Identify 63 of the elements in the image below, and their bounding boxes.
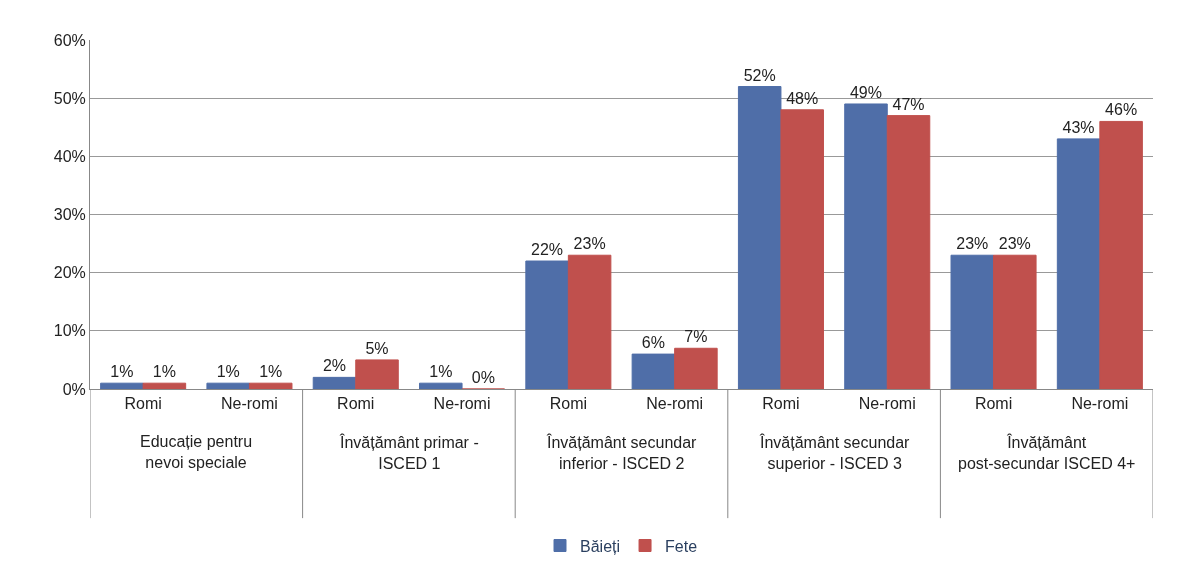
legend-label: Fete (665, 537, 698, 555)
x-tick-label: Romi (974, 395, 1013, 413)
text: Învățământ secundar inferior - ISCED 2 (546, 433, 698, 472)
data-label: 1% (259, 363, 283, 381)
bar (631, 353, 676, 389)
bar (886, 115, 931, 389)
data-label: 1% (216, 363, 240, 381)
data-label: 5% (365, 339, 389, 357)
y-tick-label: 50% (53, 89, 86, 107)
bar (780, 109, 824, 389)
y-tick-label: 60% (53, 31, 86, 49)
bar (1056, 138, 1101, 389)
x-tick-label: Ne-romi (1071, 395, 1129, 413)
data-label: 1% (429, 363, 453, 381)
y-tick-label: 40% (53, 147, 86, 165)
legend-label: Băieți (580, 537, 621, 555)
bar (844, 103, 888, 389)
text: Învățământ primar - ISCED 1 (339, 433, 479, 472)
bar (248, 382, 293, 389)
data-label: 6% (641, 334, 665, 352)
bar (312, 376, 357, 389)
data-label: 2% (322, 357, 347, 375)
x-tick-label: Romi (762, 395, 800, 413)
bar (737, 86, 782, 389)
x-tick-label: Ne-romi (646, 395, 704, 413)
bar (142, 382, 187, 389)
text: Învățământ post-secundar ISCED 4+ (958, 433, 1136, 472)
bar (993, 254, 1037, 389)
data-label: 43% (1062, 118, 1095, 136)
data-label: 49% (849, 83, 883, 101)
x-tick-label: Ne-romi (858, 395, 916, 413)
data-label: 48% (786, 89, 819, 107)
data-label: 7% (684, 328, 708, 346)
data-label: 1% (152, 363, 176, 381)
y-tick-label: 20% (53, 264, 86, 282)
bar (206, 382, 250, 389)
x-tick-label: Ne-romi (433, 395, 491, 413)
bar (419, 382, 463, 389)
y-tick-label: 30% (53, 206, 86, 224)
data-label: 22% (531, 241, 564, 259)
text: Educație pentru nevoi speciale (140, 433, 253, 471)
y-tick-label: 0% (62, 380, 86, 398)
bar (1099, 120, 1143, 389)
data-label: 23% (956, 235, 989, 253)
x-tick-label: Romi (549, 395, 588, 413)
data-label: 23% (573, 235, 606, 253)
bar (567, 254, 612, 389)
x-tick-label: Romi (337, 395, 375, 413)
bar (950, 254, 995, 389)
data-label: 46% (1105, 101, 1138, 119)
data-label: 47% (892, 95, 925, 113)
data-label: 1% (110, 363, 134, 381)
text: Învățământ secundar superior - ISCED 3 (759, 433, 911, 472)
bar (525, 260, 569, 389)
bar (100, 382, 144, 389)
bar (674, 347, 718, 389)
bar (355, 359, 399, 389)
data-label: 52% (743, 66, 776, 84)
x-tick-label: Ne-romi (221, 395, 278, 413)
x-tick-label: Romi (124, 395, 162, 413)
data-label: 0% (471, 369, 495, 386)
data-label: 23% (998, 235, 1031, 253)
y-tick-label: 10% (53, 322, 86, 340)
